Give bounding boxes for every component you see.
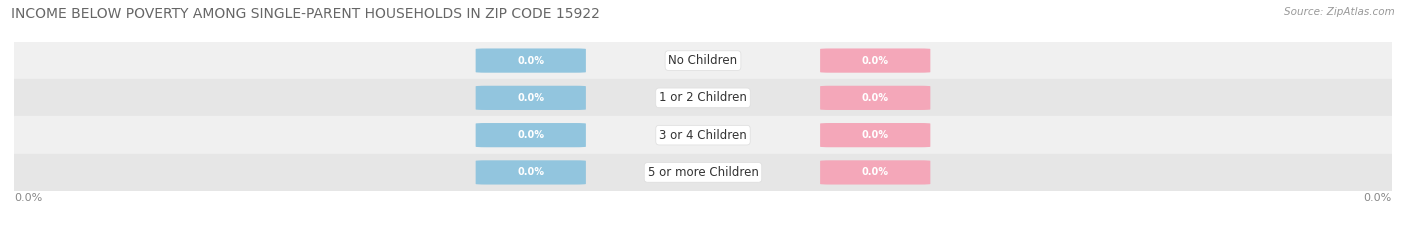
Text: Source: ZipAtlas.com: Source: ZipAtlas.com	[1284, 7, 1395, 17]
Text: No Children: No Children	[668, 54, 738, 67]
FancyBboxPatch shape	[820, 86, 931, 110]
FancyBboxPatch shape	[475, 123, 586, 147]
Text: 0.0%: 0.0%	[517, 168, 544, 177]
Text: 0.0%: 0.0%	[517, 93, 544, 103]
Text: 0.0%: 0.0%	[862, 168, 889, 177]
FancyBboxPatch shape	[475, 86, 586, 110]
Text: 3 or 4 Children: 3 or 4 Children	[659, 129, 747, 142]
Text: 0.0%: 0.0%	[517, 56, 544, 65]
Text: 5 or more Children: 5 or more Children	[648, 166, 758, 179]
Text: 0.0%: 0.0%	[862, 56, 889, 65]
Text: 0.0%: 0.0%	[862, 93, 889, 103]
FancyBboxPatch shape	[820, 123, 931, 147]
Bar	[14, 116, 1392, 154]
Text: INCOME BELOW POVERTY AMONG SINGLE-PARENT HOUSEHOLDS IN ZIP CODE 15922: INCOME BELOW POVERTY AMONG SINGLE-PARENT…	[11, 7, 600, 21]
Text: 0.0%: 0.0%	[14, 193, 42, 203]
FancyBboxPatch shape	[475, 160, 586, 185]
Bar	[14, 42, 1392, 79]
Bar	[14, 79, 1392, 116]
Text: 0.0%: 0.0%	[1364, 193, 1392, 203]
FancyBboxPatch shape	[820, 48, 931, 73]
Text: 0.0%: 0.0%	[862, 130, 889, 140]
FancyBboxPatch shape	[475, 48, 586, 73]
Text: 1 or 2 Children: 1 or 2 Children	[659, 91, 747, 104]
Bar	[14, 154, 1392, 191]
FancyBboxPatch shape	[820, 160, 931, 185]
Text: 0.0%: 0.0%	[517, 130, 544, 140]
